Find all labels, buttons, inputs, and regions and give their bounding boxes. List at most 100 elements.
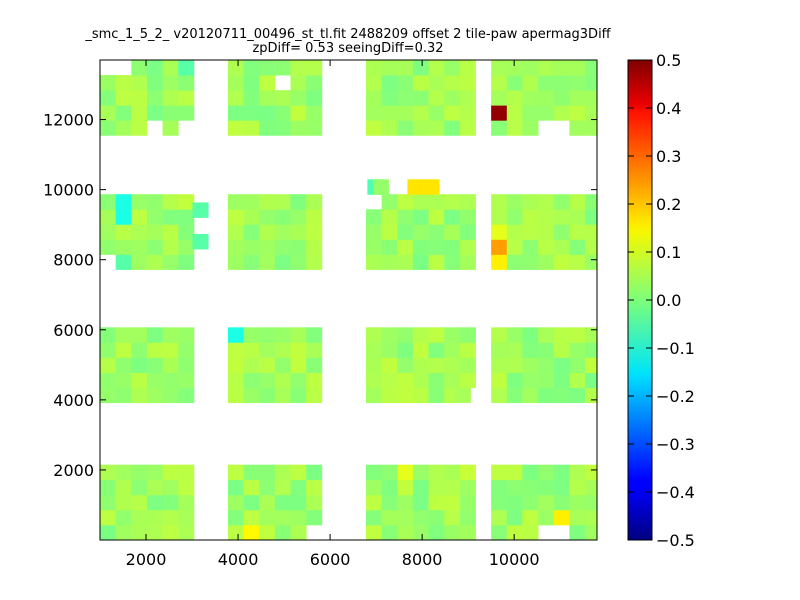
heatmap-cell	[131, 194, 148, 210]
heatmap-cell	[162, 75, 179, 91]
heatmap-cell	[444, 357, 461, 373]
heatmap-cell	[290, 105, 307, 121]
heatmap-cell	[491, 342, 508, 358]
heatmap-cell	[444, 239, 461, 255]
heatmap-cell	[290, 357, 307, 373]
heatmap-cell	[100, 372, 117, 388]
heatmap-cell	[459, 209, 476, 225]
heatmap-cell	[569, 105, 586, 121]
heatmap-cell	[306, 342, 323, 358]
heatmap-cell	[412, 494, 429, 511]
heatmap-cell	[146, 224, 163, 240]
heatmap-cell	[290, 524, 307, 540]
heatmap-cell	[459, 239, 476, 255]
heatmap-cell	[444, 75, 461, 91]
heatmap-cell	[131, 464, 148, 481]
heatmap-cell	[397, 120, 414, 136]
heatmap-cell	[428, 372, 445, 388]
heatmap-cell	[365, 75, 383, 91]
heatmap-cell	[259, 120, 276, 136]
heatmap-cell	[259, 464, 276, 481]
heatmap-cell	[428, 387, 445, 404]
heatmap-cell	[372, 179, 389, 195]
y-tick-label: 12000	[43, 111, 94, 130]
heatmap-cell	[553, 357, 570, 373]
heatmap-cell	[178, 75, 195, 91]
heatmap-cell	[506, 90, 523, 106]
heatmap-cell	[162, 372, 179, 388]
heatmap-cell	[397, 372, 414, 388]
heatmap-cell	[290, 387, 307, 404]
heatmap-cell	[506, 120, 523, 136]
heatmap-cell	[115, 464, 132, 481]
heatmap-cell	[259, 75, 276, 91]
heatmap-cell	[381, 357, 398, 373]
heatmap-cell	[522, 60, 539, 76]
heatmap-cell	[115, 372, 132, 388]
heatmap-cell	[178, 357, 195, 373]
heatmap-cell	[365, 120, 383, 136]
heatmap-cell	[397, 479, 414, 496]
heatmap-cell	[162, 60, 179, 76]
y-axis-ticks: 2000 4000 6000 8000 10000 12000	[43, 111, 597, 480]
heatmap-cell	[259, 194, 276, 210]
heatmap-cell	[491, 60, 508, 76]
heatmap-cell	[115, 327, 132, 343]
heatmap-cell	[100, 194, 117, 210]
heatmap-cell	[274, 209, 291, 225]
heatmap-cell	[491, 239, 508, 255]
heatmap-cell	[585, 120, 597, 136]
heatmap-cell	[585, 342, 597, 358]
y-tick-label: 2000	[53, 461, 94, 480]
heatmap-cell	[381, 120, 398, 136]
heatmap-cell	[585, 464, 597, 481]
heatmap-cell	[162, 342, 179, 358]
heatmap-cell	[444, 90, 461, 106]
heatmap-cell	[227, 209, 244, 225]
heatmap-cell	[459, 194, 476, 210]
heatmap-cell	[146, 357, 163, 373]
heatmap-cell	[131, 342, 148, 358]
heatmap-cell	[162, 194, 179, 210]
heatmap-cell	[131, 327, 148, 343]
heatmap-cell	[428, 75, 445, 91]
heatmap-cell	[115, 90, 132, 106]
heatmap-cell	[553, 464, 570, 481]
heatmap-cell	[100, 357, 117, 373]
heatmap-cell	[538, 194, 555, 210]
heatmap-cell	[506, 209, 523, 225]
heatmap-cell	[100, 387, 117, 404]
heatmap-cell	[538, 509, 555, 526]
heatmap-cell	[459, 120, 476, 136]
heatmap-cell	[243, 90, 260, 106]
heatmap-cell	[146, 239, 163, 255]
heatmap-cell	[397, 90, 414, 106]
y-tick-label: 6000	[53, 321, 94, 340]
heatmap-cell	[491, 494, 508, 511]
heatmap-cell	[100, 327, 117, 343]
heatmap-cell	[569, 90, 586, 106]
heatmap-cell	[290, 194, 307, 210]
heatmap-cell	[381, 342, 398, 358]
colorbar-tick-label: 0.5	[656, 51, 681, 70]
heatmap-cell	[259, 372, 276, 388]
heatmap-cell	[290, 75, 307, 91]
heatmap-cell	[306, 464, 323, 481]
heatmap-cell	[444, 464, 461, 481]
heatmap-cell	[290, 479, 307, 496]
heatmap-cell	[243, 372, 260, 388]
heatmap-cell	[538, 90, 555, 106]
heatmap-cell	[569, 239, 586, 255]
heatmap-cell	[412, 105, 429, 121]
heatmap-cell	[162, 327, 179, 343]
heatmap-cell	[243, 342, 260, 358]
heatmap-cell	[459, 254, 476, 270]
heatmap-cell	[444, 224, 461, 240]
heatmap-cell	[100, 509, 117, 526]
heatmap-cell	[243, 509, 260, 526]
heatmap-cell	[365, 224, 383, 240]
heatmap-cell	[522, 524, 539, 540]
heatmap-cell	[259, 327, 276, 343]
heatmap-cell	[491, 479, 508, 496]
